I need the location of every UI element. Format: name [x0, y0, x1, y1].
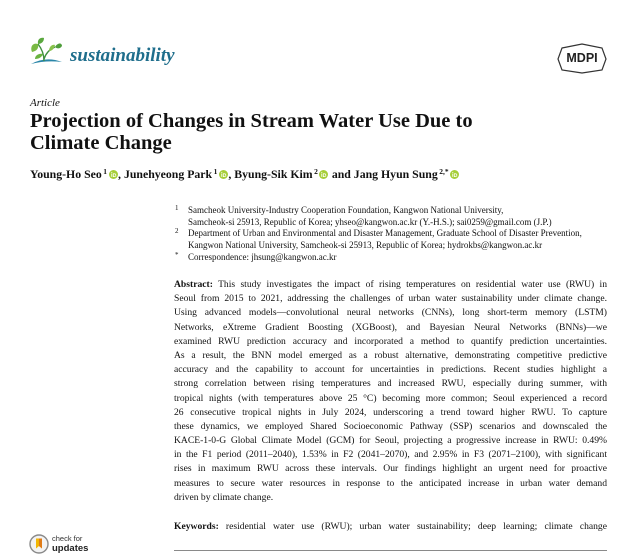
author-affiliation-sup: 1: [213, 167, 218, 176]
abstract-line: rises in maximum RWU across these interv…: [174, 463, 607, 475]
abstract-line: KACE-1-0-G Global Climate Model (GCM) fo…: [174, 435, 607, 447]
correspondence-marker: *: [175, 250, 179, 259]
affiliation-line: Samcheok University-Industry Cooperation…: [188, 205, 504, 215]
keywords: Keywords: residential water use (RWU); u…: [174, 520, 607, 534]
affiliations: 1 Samcheok University-Industry Cooperati…: [175, 204, 582, 264]
orcid-icon[interactable]: [450, 170, 460, 179]
footer-rule: [174, 550, 607, 551]
author-name: Jang Hyun Sung: [353, 167, 438, 181]
author-list: Young-Ho Seo 1, Junehyeong Park 1, Byung-S…: [30, 167, 460, 183]
abstract-line: tropical nights (with temperatures above…: [174, 392, 607, 404]
abstract-line: in the F1 period (2011–2040), 1.53% in F…: [174, 449, 607, 461]
article-type: Article: [30, 97, 60, 109]
correspondence: * Correspondence: jhsung@kangwon.ac.kr: [175, 250, 582, 264]
abstract-line: 26 consecutive tropical nights in July 2…: [174, 406, 607, 418]
abstract-line-text: This study investigates the impact of ri…: [218, 279, 607, 290]
updates-badge-line1: check for: [52, 534, 83, 543]
abstract-line: accuracy and the capability to account f…: [174, 364, 607, 376]
abstract: Abstract: This study investigates the im…: [174, 278, 607, 505]
abstract-line: Abstract: This study investigates the im…: [174, 278, 607, 292]
affiliation-2: 2 Department of Urban and Environmental …: [175, 227, 582, 251]
abstract-line: measures to secure water resources in re…: [174, 477, 607, 489]
abstract-line: strong correlation between rising temper…: [174, 378, 607, 390]
affiliation-marker: 1: [175, 204, 179, 212]
abstract-line: As a result, the BNN model emerged as a …: [174, 349, 607, 361]
sprout-leaf-icon: [29, 37, 63, 69]
author-name: Young-Ho Seo: [30, 167, 102, 181]
abstract-line: driven by climate change.: [174, 491, 274, 503]
abstract-line: Seoul from 2015 to 2021, addressing the …: [174, 293, 607, 305]
author-name: Byung-Sik Kim: [234, 167, 313, 181]
affiliation-line: Department of Urban and Environmental an…: [188, 228, 582, 239]
publisher-name: MDPI: [566, 51, 598, 65]
keywords-label: Keywords:: [174, 521, 219, 532]
check-for-updates-icon: [29, 534, 49, 554]
author-separator: ,: [228, 167, 235, 181]
updates-badge-line2: updates: [52, 543, 89, 554]
correspondence-line: Correspondence: jhsung@kangwon.ac.kr: [188, 251, 337, 262]
affiliation-marker: 2: [175, 227, 179, 236]
article-title: Projection of Changes in Stream Water Us…: [30, 110, 473, 154]
author-separator: and: [328, 167, 354, 181]
affiliation-line: Samcheok-si 25913, Republic of Korea; yh…: [188, 216, 552, 227]
title-line: Projection of Changes in Stream Water Us…: [30, 110, 473, 132]
orcid-icon[interactable]: [108, 170, 118, 179]
affiliation-1: 1 Samcheok University-Industry Cooperati…: [175, 204, 582, 228]
journal-name: sustainability: [70, 45, 175, 66]
author-affiliation-sup: 2,*: [439, 167, 449, 176]
title-line: Climate Change: [30, 131, 172, 154]
author-affiliation-sup: 1: [103, 167, 108, 176]
author-affiliation-sup: 2: [314, 167, 318, 176]
abstract-line: Using advanced models—convolutional neur…: [174, 307, 607, 319]
keywords-text: residential water use (RWU); urban water…: [225, 521, 607, 532]
abstract-line: Networks, eXtreme Gradient Boosting (XGB…: [174, 321, 607, 333]
orcid-icon[interactable]: [319, 170, 329, 179]
orcid-icon[interactable]: [218, 170, 228, 179]
abstract-line: examined RWU prediction accuracy and inc…: [174, 335, 607, 347]
author-name: Junehyeong Park: [123, 167, 213, 181]
check-for-updates-badge[interactable]: check for updates: [29, 532, 95, 556]
affiliation-line: Kangwon National University, Samcheok-si…: [188, 240, 543, 251]
author-separator: ,: [118, 167, 124, 181]
publisher-logo: MDPI: [557, 43, 607, 74]
abstract-label: Abstract:: [174, 279, 213, 290]
abstract-line: these dynamics, we employed Shared Socio…: [174, 420, 607, 432]
